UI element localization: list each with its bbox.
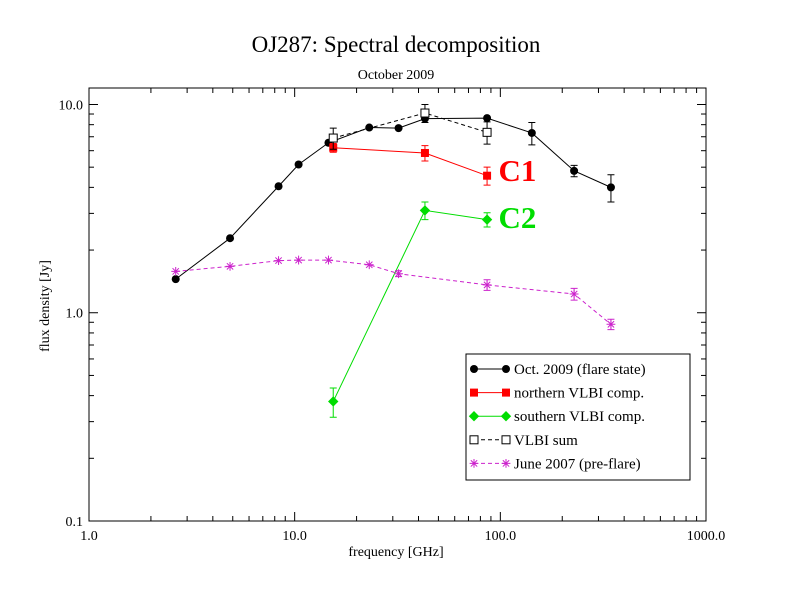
legend-marker: [502, 365, 510, 373]
series-1: [329, 142, 492, 186]
legend-entry: northern VLBI comp.: [470, 386, 644, 402]
legend-label: VLBI sum: [514, 433, 578, 449]
legend-entry: VLBI sum: [469, 433, 578, 449]
chart-subtitle: October 2009: [358, 68, 435, 83]
data-point: [482, 127, 492, 137]
data-point: [294, 160, 303, 169]
data-point: [324, 255, 333, 265]
legend-marker: [501, 459, 511, 468]
data-point: [225, 261, 235, 271]
data-point: [482, 280, 492, 290]
x-tick-label: 10.0: [282, 529, 307, 544]
y-axis-label: flux density [Jy]: [38, 260, 53, 352]
data-point: [364, 260, 374, 270]
data-point: [274, 256, 283, 265]
data-point: [527, 128, 536, 137]
data-point: [226, 234, 235, 243]
axis-ticks: 1.0 10.0 100.0 1000.00.11.010.0: [59, 88, 726, 544]
x-tick-label: 1000.0: [687, 529, 726, 544]
data-point: [483, 171, 492, 180]
data-point: [171, 266, 181, 276]
legend-marker: [469, 435, 479, 445]
x-axis-label: frequency [GHz]: [348, 545, 443, 560]
x-tick-label: 100.0: [485, 529, 517, 544]
data-point: [483, 114, 492, 123]
data-point: [365, 123, 374, 132]
data-point: [419, 205, 431, 216]
data-point: [570, 166, 579, 175]
series-3: [328, 103, 492, 150]
series-line: [332, 209, 488, 402]
series-line: [333, 147, 488, 177]
y-tick-label: 10.0: [59, 98, 84, 113]
legend-entry: southern VLBI comp.: [468, 409, 645, 425]
annotation-label: C2: [499, 200, 537, 235]
x-tick-label: 1.0: [80, 529, 98, 544]
data-point: [420, 108, 430, 118]
legend-marker: [500, 411, 512, 422]
data-point: [328, 133, 338, 143]
data-point: [420, 148, 429, 157]
legend-label: Oct. 2009 (flare state): [514, 362, 646, 378]
legend-label: southern VLBI comp.: [514, 409, 645, 425]
data-point: [328, 396, 339, 407]
series-line: [333, 112, 488, 139]
series-layer: [171, 103, 616, 418]
y-tick-label: 0.1: [66, 515, 84, 530]
data-point: [606, 183, 615, 192]
legend-entry: June 2007 (pre-flare): [469, 456, 641, 472]
y-tick-label: 1.0: [66, 307, 84, 322]
series-4: [171, 255, 616, 331]
data-point: [569, 289, 579, 299]
annotation-label: C1: [499, 153, 537, 188]
series-0: [171, 114, 615, 284]
series-line: [175, 117, 612, 280]
plot-area-frame: [88, 87, 707, 522]
legend: Oct. 2009 (flare state) northern VLBI com…: [465, 353, 691, 481]
legend-marker: [502, 388, 510, 397]
data-point: [274, 182, 283, 191]
data-point: [394, 269, 403, 279]
data-point: [394, 124, 403, 133]
legend-marker: [470, 388, 478, 397]
legend-label: June 2007 (pre-flare): [514, 456, 641, 472]
legend-marker: [469, 459, 479, 468]
legend-entry: Oct. 2009 (flare state): [470, 362, 646, 378]
data-point: [481, 214, 493, 225]
legend-marker: [468, 411, 480, 422]
series-2: [328, 201, 493, 418]
data-point: [171, 275, 180, 284]
data-point: [294, 255, 303, 265]
legend-label: northern VLBI comp.: [514, 386, 644, 402]
legend-marker: [470, 365, 478, 373]
series-line: [175, 259, 612, 325]
chart-title: OJ287: Spectral decomposition: [252, 32, 541, 57]
data-point: [606, 319, 616, 329]
legend-marker: [501, 435, 511, 445]
